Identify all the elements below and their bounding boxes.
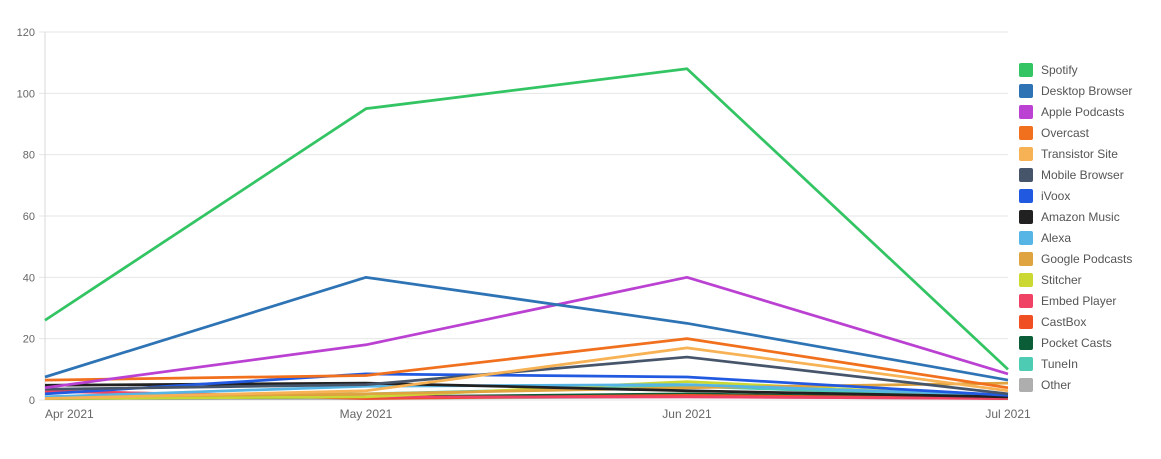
y-axis-tick-label: 120 <box>17 27 35 39</box>
series-line-apple-podcasts <box>44 275 1009 390</box>
legend-item-apple-podcasts[interactable]: Apple Podcasts <box>1019 101 1132 122</box>
legend-label: Amazon Music <box>1041 209 1120 224</box>
legend-label: Embed Player <box>1041 293 1117 308</box>
legend-swatch-castbox <box>1019 314 1033 329</box>
legend-item-google-podcasts[interactable]: Google Podcasts <box>1019 248 1132 269</box>
legend-item-other[interactable]: Other <box>1019 374 1132 395</box>
series-line-transistor-site <box>44 346 1009 400</box>
legend-item-amazon-music[interactable]: Amazon Music <box>1019 206 1132 227</box>
legend-label: Transistor Site <box>1041 146 1118 161</box>
legend-swatch-apple-podcasts <box>1019 104 1033 119</box>
series-line-desktop-browser <box>44 275 1009 382</box>
legend-label: Mobile Browser <box>1041 167 1124 182</box>
legend-item-overcast[interactable]: Overcast <box>1019 122 1132 143</box>
x-axis-tick-label: Jul 2021 <box>985 407 1031 421</box>
legend-label: Desktop Browser <box>1041 83 1133 98</box>
legend-label: TuneIn <box>1041 356 1078 371</box>
legend-item-alexa[interactable]: Alexa <box>1019 227 1132 248</box>
legend-swatch-google-podcasts <box>1019 251 1033 266</box>
legend-swatch-tunein <box>1019 356 1033 371</box>
legend-swatch-ivoox <box>1019 188 1033 203</box>
legend-swatch-pocket-casts <box>1019 335 1033 350</box>
legend-item-desktop-browser[interactable]: Desktop Browser <box>1019 80 1132 101</box>
y-axis-tick-label: 60 <box>23 211 35 223</box>
legend-label: Overcast <box>1041 125 1090 140</box>
legend-swatch-transistor-site <box>1019 146 1033 161</box>
legend-item-mobile-browser[interactable]: Mobile Browser <box>1019 164 1132 185</box>
x-axis-tick-label: May 2021 <box>340 407 393 421</box>
legend-swatch-embed-player <box>1019 293 1033 308</box>
legend-label: Stitcher <box>1041 272 1082 287</box>
legend-item-stitcher[interactable]: Stitcher <box>1019 269 1132 290</box>
y-axis-tick-label: 100 <box>17 88 35 100</box>
legend-item-ivoox[interactable]: iVoox <box>1019 185 1132 206</box>
legend-item-spotify[interactable]: Spotify <box>1019 59 1132 80</box>
legend-label: Spotify <box>1041 62 1078 77</box>
legend-swatch-desktop-browser <box>1019 83 1033 98</box>
series-line-alexa <box>44 383 1009 399</box>
legend-swatch-mobile-browser <box>1019 167 1033 182</box>
series-line-ivoox <box>44 372 1009 397</box>
legend-swatch-stitcher <box>1019 272 1033 287</box>
x-axis-tick-label: Jun 2021 <box>662 407 712 421</box>
legend-item-castbox[interactable]: CastBox <box>1019 311 1132 332</box>
legend-label: Google Podcasts <box>1041 251 1133 266</box>
legend-item-embed-player[interactable]: Embed Player <box>1019 290 1132 311</box>
y-axis-tick-label: 80 <box>23 150 35 162</box>
legend-label: Pocket Casts <box>1041 335 1112 350</box>
legend-swatch-alexa <box>1019 230 1033 245</box>
y-axis-tick-label: 20 <box>23 334 35 346</box>
x-axis-tick-label: Apr 2021 <box>45 407 94 421</box>
legend-item-tunein[interactable]: TuneIn <box>1019 353 1132 374</box>
legend-label: CastBox <box>1041 314 1087 329</box>
legend-item-transistor-site[interactable]: Transistor Site <box>1019 143 1132 164</box>
chart-legend: Spotify Desktop Browser Apple Podcasts Over… <box>1019 59 1132 395</box>
y-axis-tick-label: 40 <box>23 272 35 284</box>
series-line-mobile-browser <box>44 355 1009 396</box>
legend-label: Apple Podcasts <box>1041 104 1125 119</box>
legend-swatch-overcast <box>1019 125 1033 140</box>
y-axis-tick-label: 0 <box>29 395 35 407</box>
legend-label: Alexa <box>1041 230 1072 245</box>
series-line-overcast <box>44 337 1009 390</box>
legend-swatch-amazon-music <box>1019 209 1033 224</box>
legend-label: iVoox <box>1041 188 1071 203</box>
legend-item-pocket-casts[interactable]: Pocket Casts <box>1019 332 1132 353</box>
legend-swatch-other <box>1019 377 1033 392</box>
series-line-spotify <box>44 67 1009 371</box>
legend-swatch-spotify <box>1019 62 1033 77</box>
legend-label: Other <box>1041 377 1072 392</box>
